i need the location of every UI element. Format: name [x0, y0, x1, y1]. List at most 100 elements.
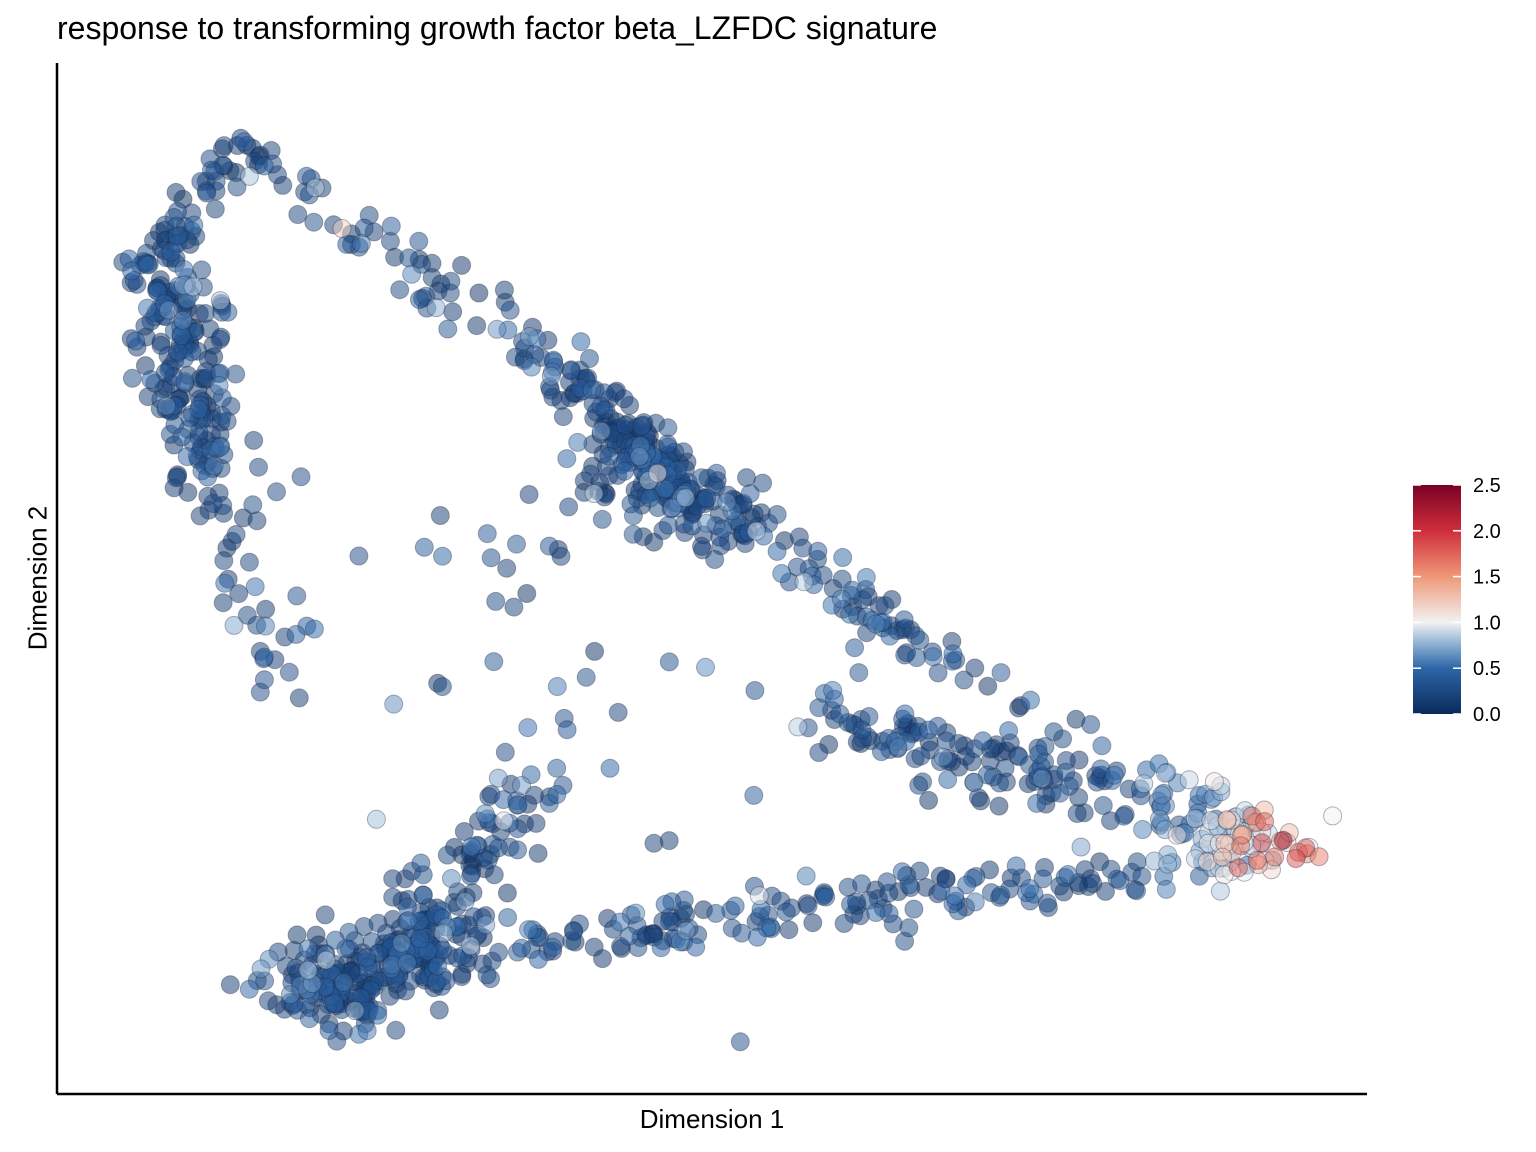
data-point [978, 676, 998, 696]
data-point [410, 929, 430, 949]
data-point [547, 758, 567, 778]
data-point [524, 785, 544, 805]
data-point [489, 942, 509, 962]
data-point [452, 255, 472, 275]
data-point [392, 933, 412, 953]
colorbar-tick-label: 1.0 [1473, 612, 1501, 634]
data-point [1092, 736, 1112, 756]
data-point [911, 746, 931, 766]
data-point [351, 233, 371, 253]
data-point [251, 959, 271, 979]
data-point [614, 389, 634, 409]
data-point [1265, 847, 1285, 867]
data-point [808, 541, 828, 561]
data-point [591, 396, 611, 416]
data-point [737, 468, 756, 488]
data-point [190, 506, 210, 526]
data-point [1067, 804, 1087, 823]
data-point [568, 432, 588, 452]
data-point [991, 663, 1011, 683]
data-point [478, 850, 498, 870]
data-point [239, 979, 259, 999]
data-point [1093, 796, 1113, 815]
data-point [632, 416, 652, 436]
data-point [831, 589, 851, 609]
data-point [894, 610, 914, 630]
data-point [122, 368, 142, 388]
data-point [662, 498, 682, 518]
data-point [247, 511, 267, 531]
data-point [1210, 881, 1230, 901]
data-point [349, 546, 369, 566]
data-point [610, 912, 630, 932]
data-point [168, 341, 187, 361]
data-point [345, 1001, 365, 1021]
data-point [151, 335, 171, 355]
data-point [571, 332, 591, 352]
data-point [224, 615, 244, 635]
data-point [1021, 690, 1040, 710]
data-point [582, 380, 602, 400]
data-point [1110, 871, 1130, 891]
data-point [440, 283, 460, 303]
data-point [803, 913, 823, 933]
data-point [989, 796, 1009, 816]
data-point [543, 937, 562, 957]
data-point [999, 721, 1019, 741]
data-point [1286, 849, 1306, 869]
data-point [600, 758, 620, 778]
data-point [519, 920, 538, 940]
data-point [584, 937, 604, 957]
data-point [833, 548, 853, 567]
data-point [254, 156, 274, 176]
data-point [209, 376, 229, 395]
data-point [214, 551, 234, 571]
data-point [651, 938, 671, 958]
data-point [286, 624, 306, 644]
data-point [705, 550, 725, 569]
data-point [183, 277, 203, 297]
data-point [1217, 810, 1237, 830]
data-point [788, 717, 808, 737]
data-point [910, 630, 930, 650]
data-point [840, 604, 860, 624]
data-point [234, 132, 254, 152]
data-point [767, 541, 787, 561]
data-point [923, 647, 943, 667]
data-point [497, 883, 517, 903]
data-point [210, 329, 230, 349]
data-point [258, 991, 278, 1011]
data-point [386, 1020, 406, 1040]
data-point [477, 965, 497, 985]
data-point [332, 219, 352, 238]
data-point [528, 949, 548, 969]
data-point [1309, 847, 1329, 867]
data-point [648, 463, 668, 483]
data-point [655, 479, 675, 499]
data-point [1185, 809, 1205, 829]
data-point [122, 261, 142, 281]
data-point [564, 922, 584, 941]
data-point [933, 747, 953, 767]
data-point [849, 663, 869, 683]
data-point [746, 521, 766, 541]
data-point [413, 885, 433, 905]
data-point [519, 485, 539, 504]
data-point [438, 319, 458, 339]
data-point [197, 183, 217, 203]
data-point [455, 892, 475, 911]
data-point [398, 911, 418, 931]
data-point [498, 908, 518, 927]
data-point [553, 407, 573, 427]
x-axis-label: Dimension 1 [639, 1104, 785, 1134]
data-point [441, 869, 461, 888]
data-point [615, 415, 635, 435]
data-point [895, 704, 915, 724]
data-point [254, 670, 274, 690]
data-point [816, 887, 836, 907]
data-point [205, 199, 225, 219]
data-point [1059, 776, 1079, 796]
data-point [497, 558, 517, 578]
data-point [280, 985, 300, 1005]
